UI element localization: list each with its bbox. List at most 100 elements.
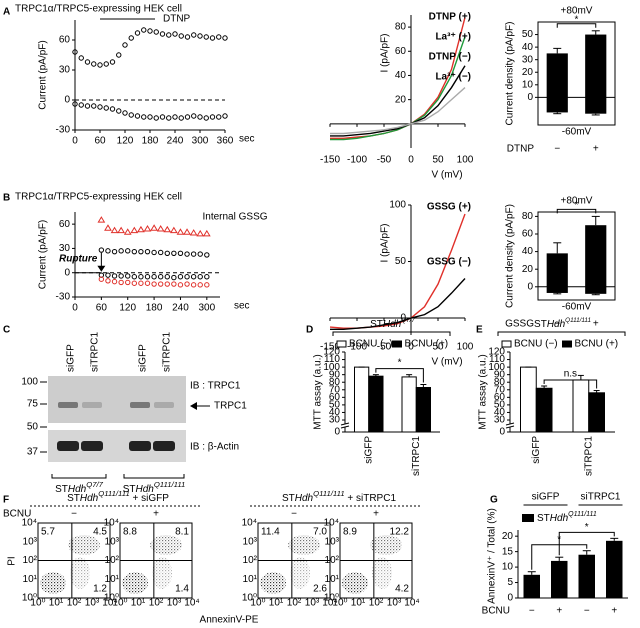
data-point [111, 248, 118, 255]
x-tick-label: 300 [198, 303, 215, 314]
prefix: ST [123, 484, 136, 495]
x-tick-label: 0 [408, 342, 414, 353]
y-tick-label: 10² [325, 555, 340, 566]
lane-label: siGFP [66, 344, 77, 372]
bar [546, 97, 568, 113]
marker-label: 100 [21, 377, 38, 388]
data-point [153, 29, 159, 35]
sig-bracket [558, 531, 615, 556]
y-tick-label: 0 [527, 281, 533, 292]
cell-cloud [290, 557, 310, 589]
iv-trace [330, 87, 466, 135]
bar [585, 97, 607, 114]
data-point [91, 61, 97, 67]
y-axis-label: MTT assay (a.u.) [478, 354, 489, 429]
genotype: Q7/7 [86, 480, 103, 489]
x-axis-label: V (mV) [431, 357, 462, 368]
genotype: Q111/111 [568, 511, 597, 518]
data-point [111, 273, 118, 279]
data-point [84, 103, 91, 109]
data-point [103, 105, 109, 111]
data-point [78, 102, 84, 108]
data-point [84, 59, 91, 65]
x-tick-label: 10¹ [269, 598, 284, 609]
blot-band [81, 441, 103, 451]
y-axis-label: Current density (pA/pF) [505, 22, 516, 126]
data-point [191, 32, 197, 38]
y-tick-label: 10¹ [23, 574, 38, 585]
lane-label: siTRPC1 [90, 332, 101, 372]
data-point [151, 274, 157, 280]
y-tick-label: 0 [507, 593, 513, 604]
treatment-label: − [71, 509, 77, 520]
marker-label: 75 [27, 399, 39, 410]
legend-label: La³⁺ (−) [435, 72, 471, 83]
y-tick-label: 90 [494, 369, 506, 380]
y-tick-label: 10⁴ [242, 518, 257, 529]
y-axis-label: AnnexinV⁺ / Total (%) [487, 508, 498, 604]
x-tick-label: + [593, 144, 599, 155]
x-tick-label: 10⁰ [250, 598, 265, 609]
axis-break-gap [341, 424, 349, 427]
panel-label: C [3, 325, 10, 336]
suffix: + siGFP [130, 493, 170, 504]
data-point [153, 115, 159, 121]
blot-band [153, 441, 175, 451]
x-tick-label: 10³ [85, 598, 100, 609]
iv-trace [329, 213, 466, 329]
data-point [184, 274, 190, 280]
legend-label: BCNU (−) [514, 339, 558, 350]
y-tick-label: 110 [324, 354, 340, 365]
x-tick-label: 0 [72, 136, 78, 147]
data-point [222, 35, 228, 41]
x-tick-label: 10¹ [49, 598, 64, 609]
gene: Hdh [135, 484, 154, 495]
legend-label: GSSG (+) [427, 202, 471, 213]
legend-label: BCNU (−) [349, 339, 393, 350]
data-point [204, 282, 210, 288]
x-tick-label: − [554, 319, 560, 330]
cell-cloud [40, 572, 66, 594]
data-point [130, 226, 139, 234]
probe-label: IB : β-Actin [190, 442, 239, 453]
cell-cloud [288, 535, 320, 555]
bar [546, 253, 568, 287]
x-tick-label: -50 [377, 155, 392, 166]
data-point [178, 115, 184, 121]
y-tick-label: 10² [243, 555, 258, 566]
legend-swatch [562, 340, 572, 348]
y-tick-label: 20 [502, 531, 514, 542]
data-point [144, 248, 151, 255]
y-tick-label: 0 [334, 427, 340, 438]
gene: Hdh [550, 513, 569, 524]
data-point [98, 247, 105, 253]
y-tick-label: 50 [494, 400, 506, 411]
data-point [156, 225, 165, 232]
bar [578, 554, 595, 598]
sig-bracket [556, 208, 597, 214]
prefix: ST [282, 493, 295, 504]
data-point [190, 274, 197, 280]
group-label: siGFP [532, 492, 560, 503]
x-tick-label: + [556, 606, 562, 617]
data-point [122, 110, 128, 116]
y-tick-label: 10¹ [105, 574, 120, 585]
probe-label: IB : TRPC1 [190, 381, 241, 392]
y-tick-label: 30 [329, 415, 341, 426]
iv-trace [330, 278, 466, 331]
data-point [138, 274, 144, 280]
x-tick-label: siTRPC1 [583, 436, 594, 476]
data-point [222, 113, 228, 119]
genotype: Q111/111 [154, 480, 185, 489]
data-point [166, 32, 172, 38]
data-point [128, 112, 134, 118]
data-point [203, 115, 209, 121]
x-tick-label: 10⁰ [30, 598, 45, 609]
axis-break [505, 425, 515, 429]
y-tick-label: 100 [323, 362, 340, 373]
legend-label: DTNP (−) [429, 52, 471, 63]
data-point [202, 229, 211, 237]
y-tick-label: 10 [522, 79, 534, 90]
data-point [171, 281, 177, 287]
